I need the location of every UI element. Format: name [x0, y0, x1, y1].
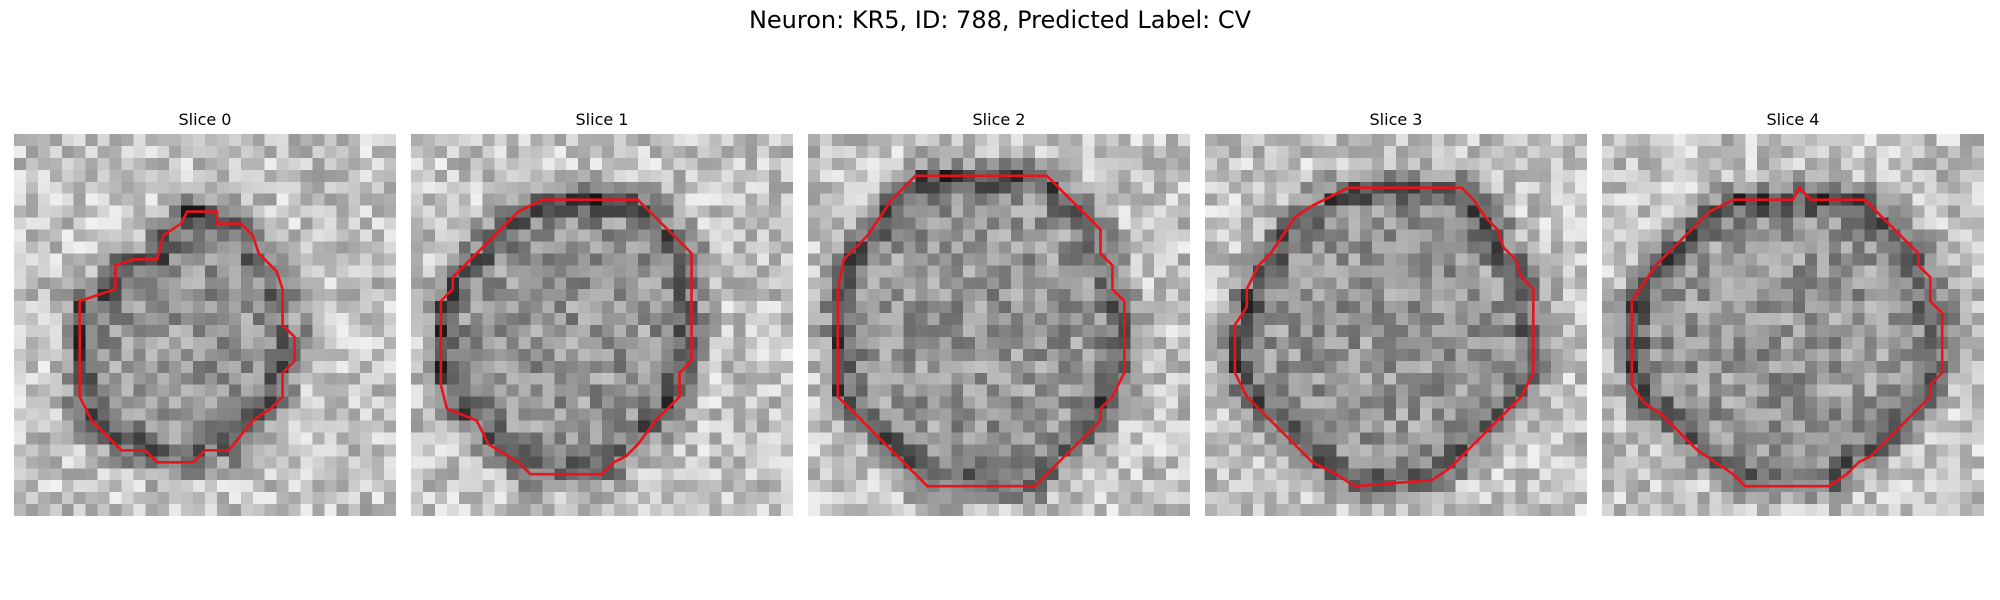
slice-image: [1602, 134, 1984, 516]
slice-panel-3: Slice 3: [1205, 110, 1587, 516]
slice-title: Slice 0: [178, 110, 232, 129]
slice-image: [14, 134, 396, 516]
figure-title: Neuron: KR5, ID: 788, Predicted Label: C…: [748, 6, 1252, 34]
slice-image: [1205, 134, 1587, 516]
slice-panel-4: Slice 4: [1602, 110, 1984, 516]
slice-title: Slice 4: [1766, 110, 1820, 129]
slice-panel-1: Slice 1: [411, 110, 793, 516]
segmentation-contour: [836, 174, 1126, 488]
segmentation-contour: [439, 198, 693, 476]
slice-image: [411, 134, 793, 516]
slice-image: [808, 134, 1190, 516]
slice-title: Slice 2: [972, 110, 1026, 129]
slice-title: Slice 1: [575, 110, 629, 129]
segmentation-contour: [78, 210, 296, 464]
segmentation-contour: [1233, 186, 1535, 488]
slice-panel-2: Slice 2: [808, 110, 1190, 516]
segmentation-contour: [1630, 185, 1944, 488]
slice-title: Slice 3: [1369, 110, 1423, 129]
slice-panel-0: Slice 0: [14, 110, 396, 516]
